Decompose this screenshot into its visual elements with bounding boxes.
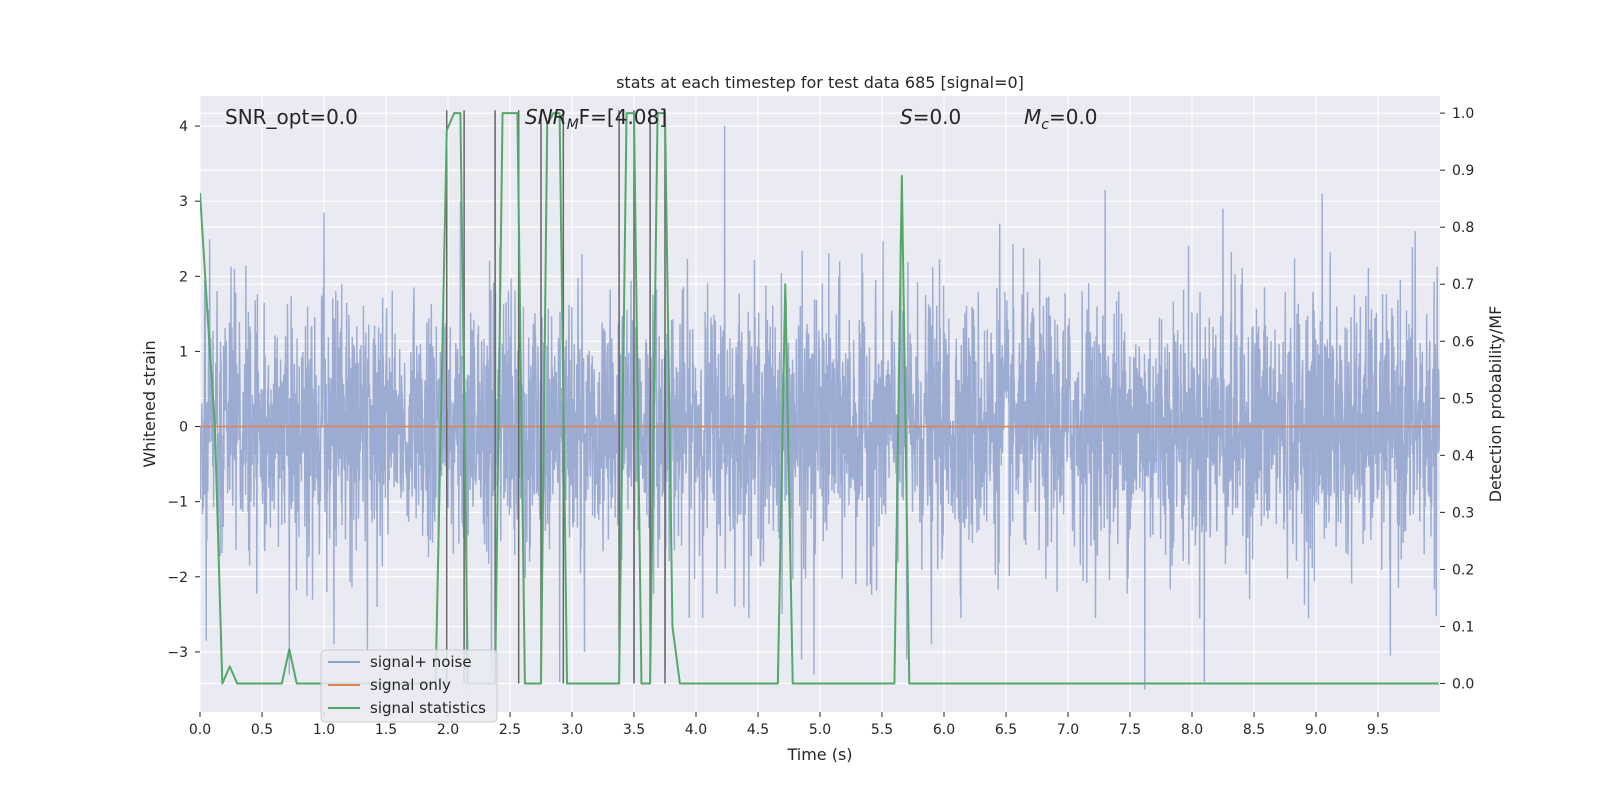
annotation-snr-mf: SNRMF=[4.08] <box>525 105 667 133</box>
x-tick-label-19: 9.5 <box>1367 722 1389 738</box>
legend-label-signal-statistics: signal statistics <box>370 699 486 717</box>
x-tick-label-8: 4.0 <box>685 722 707 738</box>
annotation-snr-mf-rest: F=[4.08] <box>579 105 667 129</box>
x-tick-label-18: 9.0 <box>1305 722 1327 738</box>
series-signal-statistics <box>200 112 1439 685</box>
legend-box <box>320 649 498 723</box>
x-tick-label-6: 3.0 <box>561 722 583 738</box>
x-tick-label-1: 0.5 <box>251 722 273 738</box>
x-tick-label-15: 7.5 <box>1119 722 1141 738</box>
x-tick-label-13: 6.5 <box>995 722 1017 738</box>
tick-labels: 0.0 0.5 1.0 1.5 2.0 2.5 3.0 3.5 4.0 4.5 5.0 5.5 6.0 6… <box>167 106 1474 738</box>
y-right-tick-label-10: 1.0 <box>1452 106 1474 122</box>
y-right-tick-label-1: 0.1 <box>1452 619 1474 635</box>
annotation-snr-mf-main: SNR <box>525 105 567 129</box>
annotation-mc-rest: =0.0 <box>1049 105 1098 129</box>
y-right-tick-label-2: 0.2 <box>1452 562 1474 578</box>
y-right-tick-label-6: 0.6 <box>1452 334 1474 350</box>
x-tick-label-4: 2.0 <box>437 722 459 738</box>
x-tick-label-0: 0.0 <box>189 722 211 738</box>
y-left-tick-label-0: −3 <box>167 645 188 661</box>
y-left-tick-label-5: 2 <box>179 269 188 285</box>
annotation-snr-mf-sub: M <box>567 117 579 133</box>
y-left-tick-label-2: −1 <box>167 495 188 511</box>
y-axis-label-left: Whitened strain <box>140 340 159 467</box>
noise-trace <box>200 126 1440 690</box>
y-right-tick-label-3: 0.3 <box>1452 505 1474 521</box>
x-tick-label-11: 5.5 <box>871 722 893 738</box>
statistics-line <box>200 112 1439 685</box>
annotation-snr-opt: SNR_opt=0.0 <box>225 105 358 129</box>
y-right-tick-label-7: 0.7 <box>1452 277 1474 293</box>
x-tick-label-14: 7.0 <box>1057 722 1079 738</box>
annotation-mc: Mc=0.0 <box>1024 105 1098 133</box>
legend-label-signal-only: signal only <box>370 676 451 694</box>
chart-title: stats at each timestep for test data 685… <box>616 73 1024 92</box>
y-right-tick-label-5: 0.5 <box>1452 391 1474 407</box>
y-left-tick-label-1: −2 <box>167 570 188 586</box>
y-left-tick-label-4: 1 <box>179 344 188 360</box>
y-axis-label-right: Detection probability/MF <box>1486 306 1505 503</box>
y-left-tick-label-7: 4 <box>179 119 188 135</box>
legend-label-signal-plus-noise: signal+ noise <box>370 653 472 671</box>
y-right-tick-label-0: 0.0 <box>1452 676 1474 692</box>
x-axis-label: Time (s) <box>786 745 852 764</box>
x-tick-label-2: 1.0 <box>313 722 335 738</box>
annotation-s-rest: =0.0 <box>913 105 962 129</box>
x-tick-label-5: 2.5 <box>499 722 521 738</box>
y-right-tick-label-8: 0.8 <box>1452 220 1474 236</box>
annotation-s-main: S <box>900 105 913 129</box>
x-tick-label-7: 3.5 <box>623 722 645 738</box>
series-signal-plus-noise <box>200 126 1440 690</box>
x-tick-label-17: 8.5 <box>1243 722 1265 738</box>
y-right-tick-label-4: 0.4 <box>1452 448 1474 464</box>
vertical-markers <box>446 110 666 684</box>
x-tick-label-9: 4.5 <box>747 722 769 738</box>
x-tick-label-16: 8.0 <box>1181 722 1203 738</box>
x-tick-label-3: 1.5 <box>375 722 397 738</box>
y-left-tick-label-3: 0 <box>179 420 188 436</box>
y-left-tick-label-6: 3 <box>179 194 188 210</box>
legend: signal+ noise signal only signal statist… <box>320 649 498 723</box>
annotation-s: S=0.0 <box>900 105 961 129</box>
annotation-mc-main: M <box>1024 105 1041 129</box>
annotation-mc-sub: c <box>1041 117 1049 133</box>
x-tick-label-10: 5.0 <box>809 722 831 738</box>
y-right-tick-label-9: 0.9 <box>1452 163 1474 179</box>
x-tick-label-12: 6.0 <box>933 722 955 738</box>
